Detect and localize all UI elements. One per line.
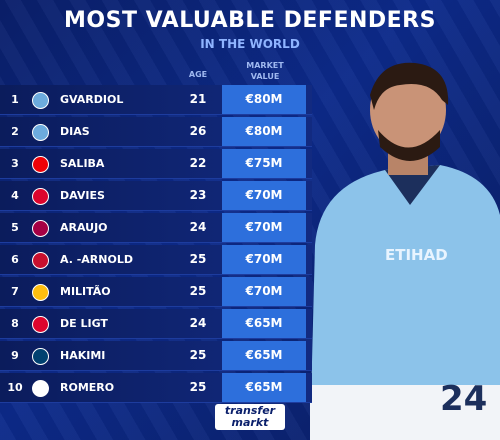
market-value: €80M (222, 85, 306, 114)
table-row: 2 DIAS 26 €80M (0, 117, 312, 147)
age: 22 (189, 156, 207, 170)
age: 25 (189, 348, 207, 362)
age: 21 (189, 92, 207, 106)
column-header: MARKET VALUE (246, 61, 284, 81)
logo-text: markt (231, 416, 269, 429)
age: 25 (189, 252, 207, 266)
rank: 9 (11, 349, 19, 362)
market-value: €70M (222, 213, 306, 242)
age: 25 (189, 380, 207, 394)
rank: 10 (7, 381, 23, 394)
market-value: €75M (222, 149, 306, 178)
table-row: 4 DAVIES 23 €70M (0, 181, 312, 211)
table-row: 5 ARAUJO 24 €70M (0, 213, 312, 243)
player-name: HAKIMI (60, 349, 106, 362)
market-value: €70M (222, 277, 306, 306)
svg-text:ETIHAD: ETIHAD (385, 246, 448, 264)
table-row: 10 ROMERO 25 €65M (0, 373, 312, 403)
club-logo (32, 188, 49, 205)
club-logo (32, 220, 49, 237)
market-value: €65M (222, 309, 306, 338)
column-header: AGE (188, 70, 208, 79)
club-logo (32, 380, 49, 397)
club-logo (32, 156, 49, 173)
market-value: €70M (222, 181, 306, 210)
subtitle: IN THE WORLD (200, 37, 300, 51)
player-name: MILITÃO (60, 285, 111, 298)
player-name: ARAUJO (60, 221, 108, 234)
rank: 2 (11, 125, 19, 138)
rank: 4 (11, 189, 19, 202)
table-row: 9 HAKIMI 25 €65M (0, 341, 312, 371)
title: MOST VALUABLE DEFENDERS (64, 8, 436, 33)
rank: 3 (11, 157, 19, 170)
age: 24 (189, 316, 207, 330)
table-row: 6 A. -ARNOLD 25 €70M (0, 245, 312, 275)
table-row: 7 MILITÃO 25 €70M (0, 277, 312, 307)
player-name: ROMERO (60, 381, 115, 394)
age: 26 (189, 124, 207, 138)
player-name: DAVIES (60, 189, 105, 202)
player-name: DIAS (60, 125, 90, 138)
table-row: 8 DE LIGT 24 €65M (0, 309, 312, 339)
table-row: 3 SALIBA 22 €75M (0, 149, 312, 179)
age: 24 (189, 220, 207, 234)
market-value: €65M (222, 373, 306, 402)
logo-text: transfer (224, 404, 276, 417)
svg-text:24: 24 (440, 379, 487, 419)
market-value: €80M (222, 117, 306, 146)
table: 1 GVARDIOL 21 €80M 2 DIAS 26 €80M 3 SALIBA 22 €75M 4… (0, 85, 312, 405)
logo: transfer markt (215, 404, 285, 430)
club-logo (32, 252, 49, 269)
player-name: SALIBA (60, 157, 105, 170)
age: 25 (189, 284, 207, 298)
club-logo (32, 284, 49, 301)
market-value: €70M (222, 245, 306, 274)
club-logo (32, 348, 49, 365)
player-photo: 24 ETIHAD (310, 62, 500, 440)
rank: 8 (11, 317, 19, 330)
age: 23 (189, 188, 207, 202)
club-logo (32, 316, 49, 333)
player-name: GVARDIOL (60, 93, 124, 106)
rank: 5 (11, 221, 19, 234)
rank: 1 (11, 93, 19, 106)
club-logo (32, 124, 49, 141)
player-name: DE LIGT (60, 317, 108, 330)
rank: 7 (11, 285, 19, 298)
table-row: 1 GVARDIOL 21 €80M (0, 85, 312, 115)
player-name: A. -ARNOLD (60, 253, 133, 266)
market-value: €65M (222, 341, 306, 370)
club-logo (32, 92, 49, 109)
rank: 6 (11, 253, 19, 266)
